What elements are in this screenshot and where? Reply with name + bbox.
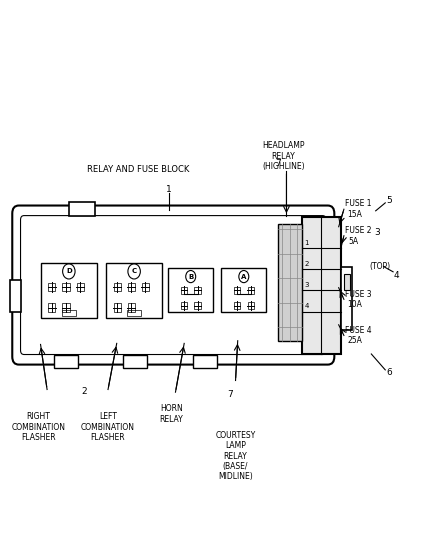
- Text: C: C: [131, 269, 137, 274]
- Text: FUSE 1: FUSE 1: [345, 199, 372, 208]
- FancyBboxPatch shape: [53, 355, 78, 368]
- Text: 3: 3: [374, 228, 380, 237]
- Text: 10A: 10A: [347, 300, 362, 309]
- Text: RELAY AND FUSE BLOCK: RELAY AND FUSE BLOCK: [87, 165, 190, 174]
- FancyBboxPatch shape: [302, 217, 341, 354]
- Text: HORN
RELAY: HORN RELAY: [159, 405, 183, 424]
- Text: 7: 7: [275, 159, 281, 167]
- FancyBboxPatch shape: [193, 355, 217, 368]
- Text: 5A: 5A: [349, 237, 359, 246]
- Text: FUSE 4: FUSE 4: [345, 326, 372, 335]
- FancyBboxPatch shape: [278, 224, 302, 341]
- Text: HEADLAMP
RELAY
(HIGHLINE): HEADLAMP RELAY (HIGHLINE): [262, 141, 305, 171]
- Text: 3: 3: [305, 282, 309, 288]
- FancyBboxPatch shape: [106, 263, 162, 318]
- FancyBboxPatch shape: [344, 274, 350, 290]
- FancyBboxPatch shape: [221, 268, 266, 312]
- Text: 1: 1: [305, 240, 309, 246]
- Text: 4: 4: [305, 303, 309, 309]
- Text: 7: 7: [227, 390, 233, 399]
- FancyBboxPatch shape: [41, 263, 97, 318]
- FancyBboxPatch shape: [12, 206, 334, 365]
- Text: (TOP): (TOP): [369, 262, 390, 271]
- Text: LEFT
COMBINATION
FLASHER: LEFT COMBINATION FLASHER: [81, 413, 135, 442]
- Text: A: A: [241, 273, 247, 280]
- FancyBboxPatch shape: [168, 268, 213, 312]
- Text: 5: 5: [387, 196, 392, 205]
- Text: COURTESY
LAMP
RELAY
(BASE/
MIDLINE): COURTESY LAMP RELAY (BASE/ MIDLINE): [215, 431, 256, 481]
- Text: RIGHT
COMBINATION
FLASHER: RIGHT COMBINATION FLASHER: [11, 413, 65, 442]
- Text: 2: 2: [81, 386, 87, 395]
- FancyBboxPatch shape: [123, 355, 147, 368]
- Text: 25A: 25A: [347, 336, 362, 345]
- Text: 2: 2: [305, 261, 309, 267]
- Text: FUSE 2: FUSE 2: [345, 226, 372, 235]
- FancyBboxPatch shape: [10, 280, 21, 312]
- Text: 6: 6: [387, 368, 392, 377]
- Text: D: D: [66, 269, 72, 274]
- Text: FUSE 3: FUSE 3: [345, 289, 372, 298]
- Text: 1: 1: [166, 185, 172, 194]
- Text: 4: 4: [394, 271, 399, 280]
- FancyBboxPatch shape: [341, 266, 352, 330]
- Text: B: B: [188, 273, 193, 280]
- Text: 15A: 15A: [347, 210, 362, 219]
- FancyBboxPatch shape: [69, 203, 95, 216]
